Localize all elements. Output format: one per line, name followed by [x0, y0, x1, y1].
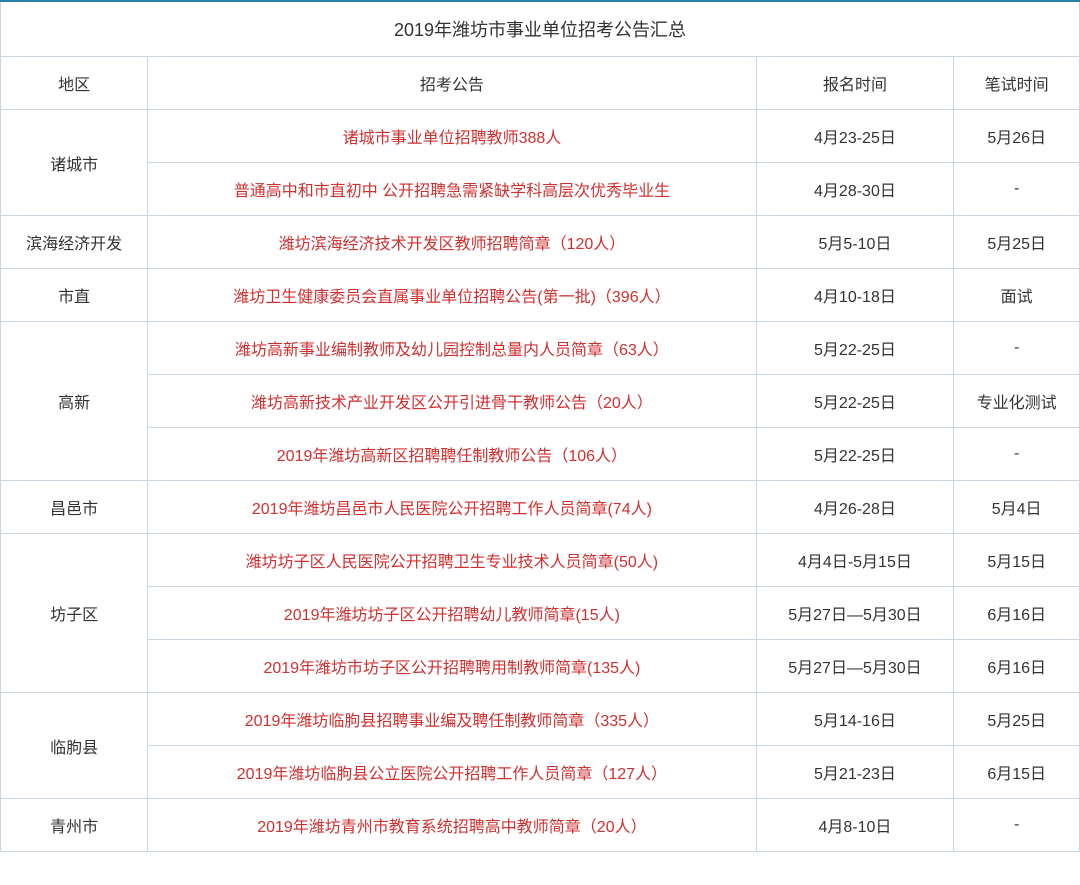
signup-cell: 4月8-10日 [756, 799, 954, 852]
table-row: 临朐县2019年潍坊临朐县招聘事业编及聘任制教师简章（335人）5月14-16日… [1, 693, 1080, 746]
table-row: 昌邑市2019年潍坊昌邑市人民医院公开招聘工作人员简章(74人)4月26-28日… [1, 481, 1080, 534]
table-body: 诸城市诸城市事业单位招聘教师388人4月23-25日5月26日普通高中和市直初中… [1, 110, 1080, 852]
table-row: 市直潍坊卫生健康委员会直属事业单位招聘公告(第一批)（396人）4月10-18日… [1, 269, 1080, 322]
notice-link[interactable]: 2019年潍坊昌邑市人民医院公开招聘工作人员简章(74人) [148, 481, 756, 534]
exam-cell: 6月16日 [954, 587, 1080, 640]
exam-cell: 5月15日 [954, 534, 1080, 587]
region-cell: 滨海经济开发 [1, 216, 148, 269]
table-row: 滨海经济开发潍坊滨海经济技术开发区教师招聘简章（120人）5月5-10日5月25… [1, 216, 1080, 269]
table-row: 2019年潍坊坊子区公开招聘幼儿教师简章(15人)5月27日—5月30日6月16… [1, 587, 1080, 640]
table-row: 2019年潍坊高新区招聘聘任制教师公告（106人）5月22-25日- [1, 428, 1080, 481]
signup-cell: 5月5-10日 [756, 216, 954, 269]
region-cell: 青州市 [1, 799, 148, 852]
exam-cell: - [954, 799, 1080, 852]
notice-link[interactable]: 普通高中和市直初中 公开招聘急需紧缺学科高层次优秀毕业生 [148, 163, 756, 216]
exam-cell: - [954, 428, 1080, 481]
table-header-row: 地区 招考公告 报名时间 笔试时间 [1, 57, 1080, 110]
signup-cell: 4月28-30日 [756, 163, 954, 216]
header-region: 地区 [1, 57, 148, 110]
recruitment-table: 2019年潍坊市事业单位招考公告汇总 地区 招考公告 报名时间 笔试时间 诸城市… [0, 0, 1080, 852]
signup-cell: 4月10-18日 [756, 269, 954, 322]
exam-cell: 面试 [954, 269, 1080, 322]
notice-link[interactable]: 2019年潍坊市坊子区公开招聘聘用制教师简章(135人) [148, 640, 756, 693]
table-row: 坊子区潍坊坊子区人民医院公开招聘卫生专业技术人员简章(50人)4月4日-5月15… [1, 534, 1080, 587]
signup-cell: 5月27日—5月30日 [756, 587, 954, 640]
table-row: 潍坊高新技术产业开发区公开引进骨干教师公告（20人）5月22-25日专业化测试 [1, 375, 1080, 428]
exam-cell: 6月16日 [954, 640, 1080, 693]
notice-link[interactable]: 潍坊坊子区人民医院公开招聘卫生专业技术人员简章(50人) [148, 534, 756, 587]
notice-link[interactable]: 2019年潍坊高新区招聘聘任制教师公告（106人） [148, 428, 756, 481]
header-notice: 招考公告 [148, 57, 756, 110]
table-row: 青州市2019年潍坊青州市教育系统招聘高中教师简章（20人）4月8-10日- [1, 799, 1080, 852]
notice-link[interactable]: 2019年潍坊临朐县公立医院公开招聘工作人员简章（127人） [148, 746, 756, 799]
signup-cell: 5月22-25日 [756, 428, 954, 481]
signup-cell: 4月26-28日 [756, 481, 954, 534]
header-signup: 报名时间 [756, 57, 954, 110]
region-cell: 昌邑市 [1, 481, 148, 534]
notice-link[interactable]: 2019年潍坊青州市教育系统招聘高中教师简章（20人） [148, 799, 756, 852]
exam-cell: - [954, 163, 1080, 216]
signup-cell: 5月27日—5月30日 [756, 640, 954, 693]
notice-link[interactable]: 2019年潍坊坊子区公开招聘幼儿教师简章(15人) [148, 587, 756, 640]
table-row: 诸城市诸城市事业单位招聘教师388人4月23-25日5月26日 [1, 110, 1080, 163]
table-row: 2019年潍坊临朐县公立医院公开招聘工作人员简章（127人）5月21-23日6月… [1, 746, 1080, 799]
signup-cell: 5月14-16日 [756, 693, 954, 746]
exam-cell: 5月25日 [954, 693, 1080, 746]
table-title: 2019年潍坊市事业单位招考公告汇总 [1, 1, 1080, 57]
table-row: 2019年潍坊市坊子区公开招聘聘用制教师简章(135人)5月27日—5月30日6… [1, 640, 1080, 693]
notice-link[interactable]: 诸城市事业单位招聘教师388人 [148, 110, 756, 163]
signup-cell: 5月21-23日 [756, 746, 954, 799]
exam-cell: 5月25日 [954, 216, 1080, 269]
notice-link[interactable]: 潍坊卫生健康委员会直属事业单位招聘公告(第一批)（396人） [148, 269, 756, 322]
signup-cell: 4月23-25日 [756, 110, 954, 163]
signup-cell: 5月22-25日 [756, 375, 954, 428]
region-cell: 临朐县 [1, 693, 148, 799]
notice-link[interactable]: 潍坊高新技术产业开发区公开引进骨干教师公告（20人） [148, 375, 756, 428]
notice-link[interactable]: 潍坊高新事业编制教师及幼儿园控制总量内人员简章（63人） [148, 322, 756, 375]
signup-cell: 4月4日-5月15日 [756, 534, 954, 587]
table-row: 高新潍坊高新事业编制教师及幼儿园控制总量内人员简章（63人）5月22-25日- [1, 322, 1080, 375]
exam-cell: 6月15日 [954, 746, 1080, 799]
header-exam: 笔试时间 [954, 57, 1080, 110]
signup-cell: 5月22-25日 [756, 322, 954, 375]
exam-cell: - [954, 322, 1080, 375]
notice-link[interactable]: 潍坊滨海经济技术开发区教师招聘简章（120人） [148, 216, 756, 269]
exam-cell: 专业化测试 [954, 375, 1080, 428]
region-cell: 诸城市 [1, 110, 148, 216]
exam-cell: 5月26日 [954, 110, 1080, 163]
region-cell: 市直 [1, 269, 148, 322]
notice-link[interactable]: 2019年潍坊临朐县招聘事业编及聘任制教师简章（335人） [148, 693, 756, 746]
region-cell: 坊子区 [1, 534, 148, 693]
table-row: 普通高中和市直初中 公开招聘急需紧缺学科高层次优秀毕业生4月28-30日- [1, 163, 1080, 216]
table-title-row: 2019年潍坊市事业单位招考公告汇总 [1, 1, 1080, 57]
region-cell: 高新 [1, 322, 148, 481]
exam-cell: 5月4日 [954, 481, 1080, 534]
